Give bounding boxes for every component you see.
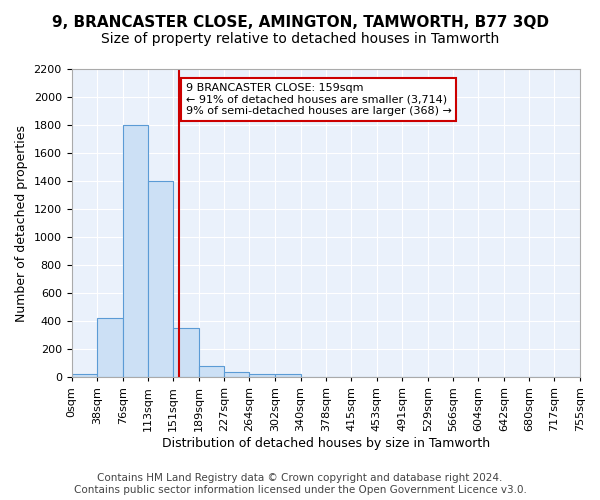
Bar (71, 374, 97, 378)
Bar (224, 372, 250, 378)
Bar (97, 318, 123, 378)
Bar (250, 374, 275, 378)
Bar (173, 328, 199, 378)
Text: 9, BRANCASTER CLOSE, AMINGTON, TAMWORTH, B77 3QD: 9, BRANCASTER CLOSE, AMINGTON, TAMWORTH,… (52, 15, 548, 30)
Bar (148, 181, 173, 378)
Y-axis label: Number of detached properties: Number of detached properties (15, 124, 28, 322)
X-axis label: Distribution of detached houses by size in Tamworth: Distribution of detached houses by size … (162, 437, 490, 450)
Bar (199, 366, 224, 378)
Text: Size of property relative to detached houses in Tamworth: Size of property relative to detached ho… (101, 32, 499, 46)
Text: Contains HM Land Registry data © Crown copyright and database right 2024.
Contai: Contains HM Land Registry data © Crown c… (74, 474, 526, 495)
Bar (275, 374, 301, 378)
Bar (123, 125, 148, 378)
Text: 9 BRANCASTER CLOSE: 159sqm
← 91% of detached houses are smaller (3,714)
9% of se: 9 BRANCASTER CLOSE: 159sqm ← 91% of deta… (185, 83, 451, 116)
